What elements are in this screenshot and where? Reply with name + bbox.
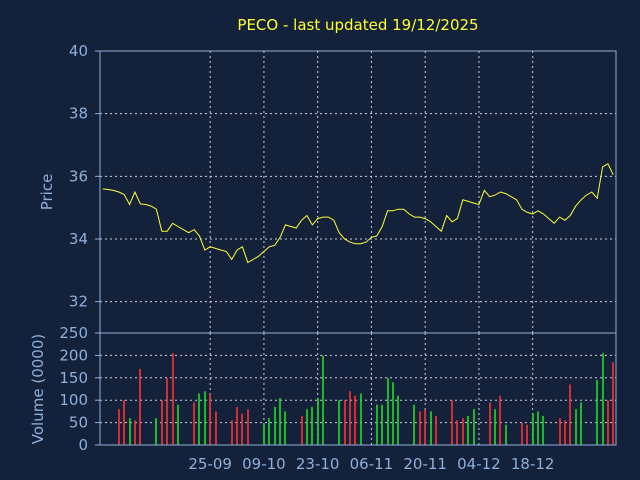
x-tick-label-3: 06-11 [350,455,394,473]
chart-title: PECO - last updated 19/12/2025 [237,16,478,34]
x-ticks: 25-09 09-10 23-10 06-11 20-11 04-12 18-12 [188,455,554,473]
price-grid [100,51,616,333]
price-tick-label-40: 40 [69,42,88,60]
price-tick-label-32: 32 [69,293,88,311]
price-panel: 32 34 36 38 40 Price [38,42,617,334]
volume-axis-label: Volume (0000) [29,334,47,444]
x-tick-label-4: 20-11 [403,455,447,473]
price-tick-label-34: 34 [69,230,88,248]
x-tick-label-2: 23-10 [296,455,340,473]
volume-grid [100,333,616,445]
volume-frame [99,332,617,446]
x-tick-label-5: 04-12 [457,455,501,473]
volume-tick-label-250: 250 [59,324,88,342]
volume-tick-label-200: 200 [59,346,88,364]
volume-panel: 0 50 100 150 200 250 Volume (0000) [29,324,617,454]
volume-tick-label-0: 0 [78,436,88,454]
price-line [102,163,614,264]
x-tick-label-6: 18-12 [511,455,555,473]
volume-tick-label-150: 150 [59,369,88,387]
price-tick-label-38: 38 [69,105,88,123]
x-tick-label-1: 09-10 [242,455,286,473]
x-tick-label-0: 25-09 [188,455,232,473]
volume-bars [118,353,614,445]
price-tick-label-36: 36 [69,167,88,185]
price-y-ticks: 32 34 36 38 40 [69,42,100,311]
volume-tick-label-50: 50 [69,414,88,432]
volume-tick-label-100: 100 [59,391,88,409]
price-frame [99,50,617,334]
volume-y-ticks: 0 50 100 150 200 250 [59,324,100,454]
price-axis-label: Price [38,174,56,211]
